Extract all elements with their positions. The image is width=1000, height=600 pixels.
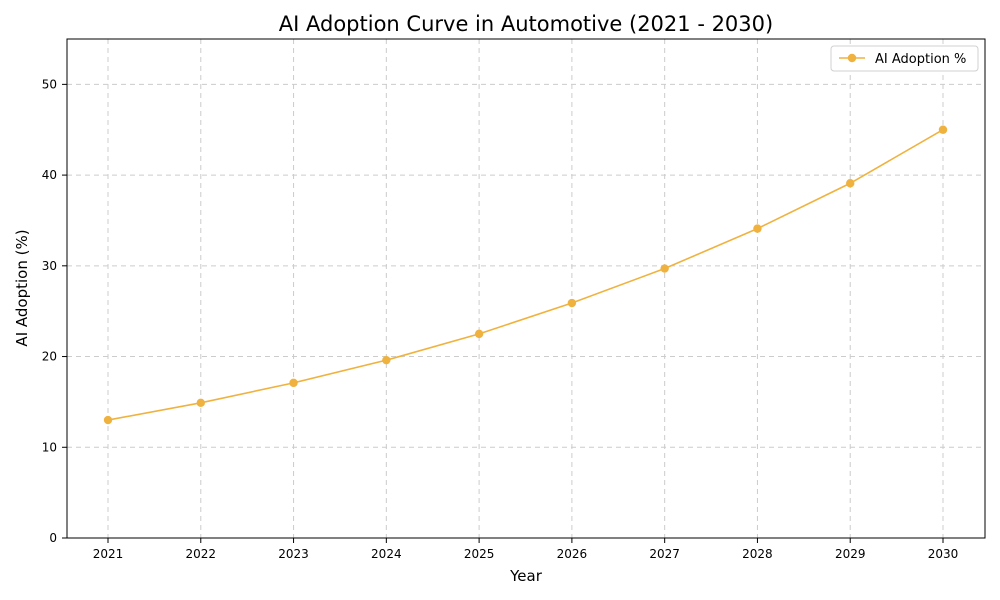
data-point (938, 125, 948, 134)
x-axis-label: Year (509, 567, 543, 585)
data-point (103, 415, 113, 425)
x-tick-label: 2026 (557, 547, 588, 561)
y-tick-label: 0 (49, 531, 57, 545)
series-line (107, 129, 944, 421)
legend-label: AI Adoption % (875, 52, 966, 67)
x-tick-label: 2021 (93, 547, 124, 561)
chart-title: AI Adoption Curve in Automotive (2021 - … (279, 12, 773, 36)
plot-frame (66, 38, 986, 539)
data-point (289, 378, 298, 388)
legend: AI Adoption % (830, 45, 979, 72)
x-tick-label: 2028 (742, 547, 773, 561)
x-tick-label: 2027 (649, 547, 680, 561)
y-tick-label: 30 (42, 259, 57, 273)
y-tick-label: 50 (42, 77, 57, 91)
x-tick-label: 2024 (371, 547, 402, 561)
x-tick-label: 2025 (464, 547, 495, 561)
series-layer (103, 125, 948, 425)
data-point (382, 355, 391, 365)
data-point (660, 264, 669, 273)
legend-marker-swatch (847, 53, 857, 63)
y-axis-label: AI Adoption (%) (13, 229, 31, 346)
x-tick-label: 2023 (278, 547, 309, 561)
legend-box (830, 45, 979, 72)
y-tick-label: 10 (42, 440, 57, 454)
x-tick-label: 2022 (186, 547, 217, 561)
x-tick-label: 2030 (928, 547, 959, 561)
data-point (846, 179, 855, 188)
y-tick-label: 40 (42, 168, 57, 182)
x-tick-label: 2029 (835, 547, 866, 561)
data-point (753, 224, 762, 233)
data-point (474, 329, 484, 339)
data-point (196, 398, 205, 408)
data-point (567, 298, 577, 308)
y-tick-label: 20 (42, 350, 57, 364)
axis-ticks: 2021 2022 2023 2024 2025 2026 2027 2028 2029 2030… (42, 77, 959, 561)
